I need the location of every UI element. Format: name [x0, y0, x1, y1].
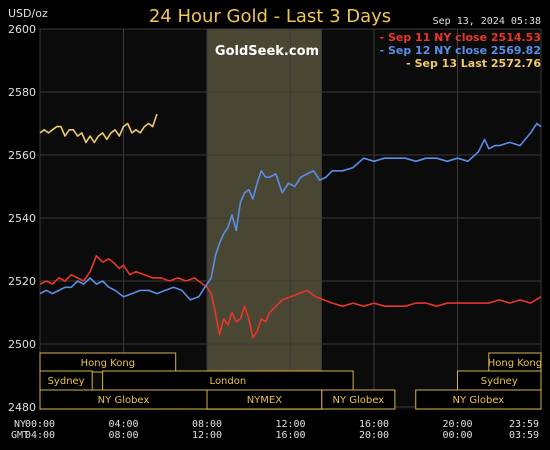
ny-tick-label: 16:00 [359, 419, 389, 430]
ny-tick-label: 04:00 [108, 419, 138, 430]
timestamp: Sep 13, 2024 05:38 [433, 16, 541, 27]
legend-value-sep12: 2569.82 [491, 44, 541, 57]
grid-layer [39, 28, 542, 410]
y-tick-label: 2480 [8, 401, 36, 414]
y-tick-label: 2600 [8, 23, 36, 36]
legend-value-sep13: 2572.76 [491, 57, 541, 70]
series-line-2 [39, 113, 158, 144]
nymex-shaded-band [207, 29, 322, 410]
y-tick-label: 2520 [8, 275, 36, 288]
ny-row-label: NY [14, 419, 26, 430]
gmt-tick-label: 04:00 [25, 430, 55, 441]
y-unit-label: USD/oz [8, 7, 48, 20]
y-tick-label: 2580 [8, 86, 36, 99]
session-label: NY Globex [453, 395, 505, 406]
series-line-0 [39, 255, 542, 339]
gmt-row-label: GMT [11, 430, 29, 441]
legend-label-sep12: Sep 12 NY close [388, 44, 487, 57]
session-label: London [210, 376, 247, 387]
session-label: Hong Kong [81, 358, 135, 369]
legend-label-sep11: Sep 11 NY close [388, 31, 487, 44]
series-line-1 [39, 122, 542, 301]
gmt-tick-label: 12:00 [192, 430, 222, 441]
legend-entry-sep12: - Sep 12 NY close 2569.82 [380, 44, 541, 57]
gmt-tick-label: 00:00 [442, 430, 472, 441]
gmt-tick-label: 20:00 [359, 430, 389, 441]
series-layer [39, 113, 542, 339]
watermark: GoldSeek.com [215, 44, 319, 59]
x-tick-labels: 00:0004:0004:0008:0008:0012:0012:0016:00… [25, 419, 539, 441]
legend-value-sep11: 2514.53 [491, 31, 541, 44]
legend-label-sep13: Sep 13 Last [415, 57, 487, 70]
ny-tick-label: 08:00 [192, 419, 222, 430]
chart-title: 24 Hour Gold - Last 3 Days [149, 6, 391, 27]
session-label: Hong Kong [488, 358, 542, 369]
legend-entry-sep13: - Sep 13 Last 2572.76 [406, 57, 541, 70]
y-tick-label: 2500 [8, 338, 36, 351]
y-tick-labels: 2480 2500 2520 2540 2560 2580 2600 [8, 23, 36, 414]
ny-tick-label: 20:00 [442, 419, 472, 430]
session-label: NYMEX [247, 395, 283, 406]
session-box [415, 389, 542, 410]
y-tick-label: 2560 [8, 149, 36, 162]
gmt-tick-label: 03:59 [509, 430, 539, 441]
legend-entry-sep11: - Sep 11 NY close 2514.53 [380, 31, 541, 44]
legend: - Sep 11 NY close 2514.53 - Sep 12 NY cl… [380, 31, 542, 70]
gmt-tick-label: 08:00 [108, 430, 138, 441]
ny-tick-label: 12:00 [275, 419, 305, 430]
session-label: NY Globex [333, 395, 385, 406]
session-label: NY Globex [98, 395, 150, 406]
ny-tick-label: 23:59 [509, 419, 539, 430]
session-box [321, 389, 396, 410]
session-label: Sydney [48, 376, 85, 387]
session-layer: Hong Kong Hong Kong Sydney London Sydney NY G… [39, 352, 542, 410]
y-tick-label: 2540 [8, 212, 36, 225]
nymex-band-layer [207, 29, 322, 410]
session-label: Sydney [481, 376, 518, 387]
ny-tick-label: 00:00 [25, 419, 55, 430]
gmt-tick-label: 16:00 [275, 430, 305, 441]
